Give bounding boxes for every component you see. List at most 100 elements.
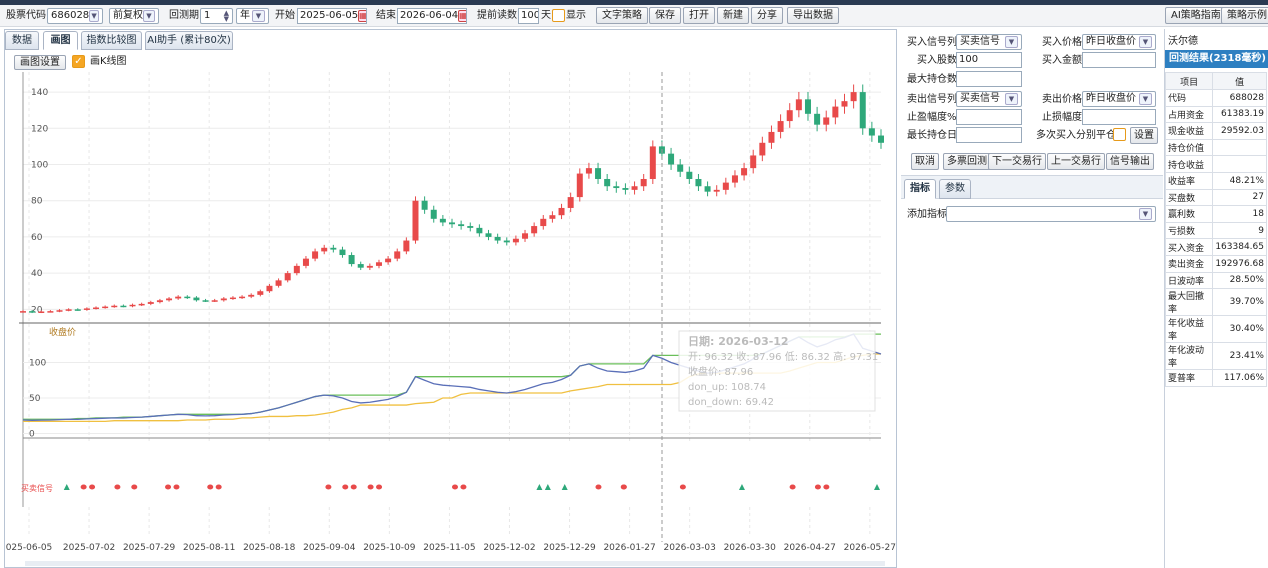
row-item: 买盘数 xyxy=(1164,188,1214,207)
candle-body xyxy=(293,265,300,274)
show-checkbox[interactable] xyxy=(552,9,565,22)
text-strategy-button[interactable]: 文字策略 xyxy=(596,7,648,24)
tab-chart[interactable]: 画图 xyxy=(43,31,78,50)
candle-body xyxy=(385,258,392,263)
settings-button[interactable]: 设置 xyxy=(1130,127,1158,144)
start-date-input[interactable]: 2025-06-05 ▦ xyxy=(297,8,367,24)
table-row: 持仓价值 xyxy=(1164,138,1267,157)
calendar-icon[interactable]: ▦ xyxy=(458,10,467,22)
preload-unit: 天 xyxy=(541,10,551,21)
preload-label: 提前读数 xyxy=(477,10,517,21)
x-tick-label: 2026-03-30 xyxy=(724,543,777,553)
row-value: 18 xyxy=(1212,205,1267,223)
candle-body xyxy=(312,251,319,259)
ai-guide-button[interactable]: AI策略指南 xyxy=(1165,7,1227,24)
open-button[interactable]: 打开 xyxy=(683,7,715,24)
tab-ai-assistant[interactable]: AI助手 (累计80次) xyxy=(145,31,233,50)
buy-marker xyxy=(536,484,543,490)
strategy-examples-button[interactable]: 策略示例 xyxy=(1221,7,1268,24)
adjust-select[interactable]: 前复权 ▼ xyxy=(109,8,159,24)
share-button[interactable]: 分享 xyxy=(751,7,783,24)
max-hold-days-input[interactable] xyxy=(956,127,1022,143)
multi-backtest-button[interactable]: 多票回测 xyxy=(943,153,991,170)
chart-pane xyxy=(4,29,897,568)
candle-body xyxy=(47,311,54,313)
candle-body xyxy=(649,146,656,179)
chart-settings-button[interactable]: 画图设置 xyxy=(14,55,66,70)
row-item: 亏损数 xyxy=(1164,221,1214,240)
y-tick-label: 100 xyxy=(31,161,48,171)
chart-area[interactable]: 025-06-05 2025-07-02 2025-07-29 2025-08-11 2… xyxy=(5,72,896,568)
end-date-input[interactable]: 2026-06-04 ▦ xyxy=(397,8,467,24)
sell-marker xyxy=(679,484,686,490)
kline-label: 画K线图 xyxy=(90,56,127,67)
buy-amount-label: 买入金额 xyxy=(1042,55,1082,66)
add-indicator-select[interactable]: ▼ xyxy=(946,206,1156,222)
tab-indicators[interactable]: 指标 xyxy=(904,179,936,199)
candle-body xyxy=(412,200,419,241)
buy-amount-input[interactable] xyxy=(1082,52,1156,68)
strategy-panel: 买入信号列 买卖信号 ▼ 买入价格 昨日收盘价 ▼ 买入股数 100 买入金额 最大… xyxy=(901,29,1163,568)
chevron-down-icon: ▼ xyxy=(89,10,99,22)
candle-body xyxy=(29,311,36,313)
table-row: 买盘数 27 xyxy=(1164,188,1267,207)
candle-body xyxy=(604,178,611,187)
candle-body xyxy=(878,135,884,143)
tab-data[interactable]: 数据 xyxy=(5,31,39,50)
candle-body xyxy=(403,240,410,252)
period-unit-select[interactable]: 年 ▼ xyxy=(236,8,269,24)
buy-signal-select[interactable]: 买卖信号 ▼ xyxy=(956,34,1022,50)
sell-price-select[interactable]: 昨日收盘价 ▼ xyxy=(1082,91,1156,107)
candle-body xyxy=(366,265,373,268)
export-data-button[interactable]: 导出数据 xyxy=(787,7,839,24)
candle-body xyxy=(74,309,81,311)
buy-price-select[interactable]: 昨日收盘价 ▼ xyxy=(1082,34,1156,50)
max-position-input[interactable] xyxy=(956,71,1022,87)
buy-shares-input[interactable]: 100 xyxy=(956,52,1022,68)
prev-trade-button[interactable]: 上一交易行 xyxy=(1047,153,1105,170)
calendar-icon[interactable]: ▦ xyxy=(358,10,367,22)
new-button[interactable]: 新建 xyxy=(717,7,749,24)
multi-buy-checkbox[interactable] xyxy=(1113,128,1126,141)
kline-checkbox[interactable]: ✓ xyxy=(72,55,85,68)
spinner-icon[interactable]: ▲ ▼ xyxy=(223,9,229,23)
row-value: 48.21% xyxy=(1212,171,1267,190)
next-trade-button[interactable]: 下一交易行 xyxy=(988,153,1046,170)
candle-body xyxy=(750,155,757,169)
row-item: 代码 xyxy=(1164,89,1214,107)
y-tick-label: 100 xyxy=(29,358,46,368)
candle-body xyxy=(257,291,264,295)
max-hold-days-label: 最长持仓日 xyxy=(907,130,957,141)
signal-output-button[interactable]: 信号输出 xyxy=(1106,153,1154,170)
candle-body xyxy=(138,303,145,306)
candle-body xyxy=(722,182,729,190)
stop-loss-input[interactable] xyxy=(1082,109,1156,125)
sell-marker xyxy=(460,484,467,490)
sell-marker xyxy=(814,484,821,490)
candle-body xyxy=(677,164,684,172)
candle-body xyxy=(631,186,638,190)
sell-signal-label: 卖出信号列 xyxy=(907,94,957,105)
candle-body xyxy=(56,310,63,312)
preload-input[interactable]: 100 xyxy=(518,8,539,24)
candle-body xyxy=(841,101,848,107)
max-position-label: 最大持仓数 xyxy=(907,74,957,85)
tab-index-compare[interactable]: 指数比较图 xyxy=(81,31,142,50)
row-value: 28.50% xyxy=(1212,271,1267,290)
row-item: 买入资金 xyxy=(1164,238,1214,256)
candle-body xyxy=(239,296,246,299)
row-value: 61383.19 xyxy=(1212,105,1267,124)
stock-code-select[interactable]: 686028 ▼ xyxy=(47,8,103,24)
candle-body xyxy=(184,296,191,299)
take-profit-input[interactable] xyxy=(956,109,1022,125)
tooltip-close: 收盘价: 87.96 xyxy=(688,365,753,378)
buy-marker xyxy=(561,484,568,490)
tab-params[interactable]: 参数 xyxy=(939,179,971,199)
candle-body xyxy=(832,106,839,118)
save-button[interactable]: 保存 xyxy=(649,7,681,24)
period-stepper[interactable]: 1 ▲ ▼ xyxy=(200,8,233,24)
candle-body xyxy=(147,302,154,304)
cancel-button[interactable]: 取消 xyxy=(911,153,939,170)
sell-marker xyxy=(80,484,87,490)
sell-signal-select[interactable]: 买卖信号 ▼ xyxy=(956,91,1022,107)
